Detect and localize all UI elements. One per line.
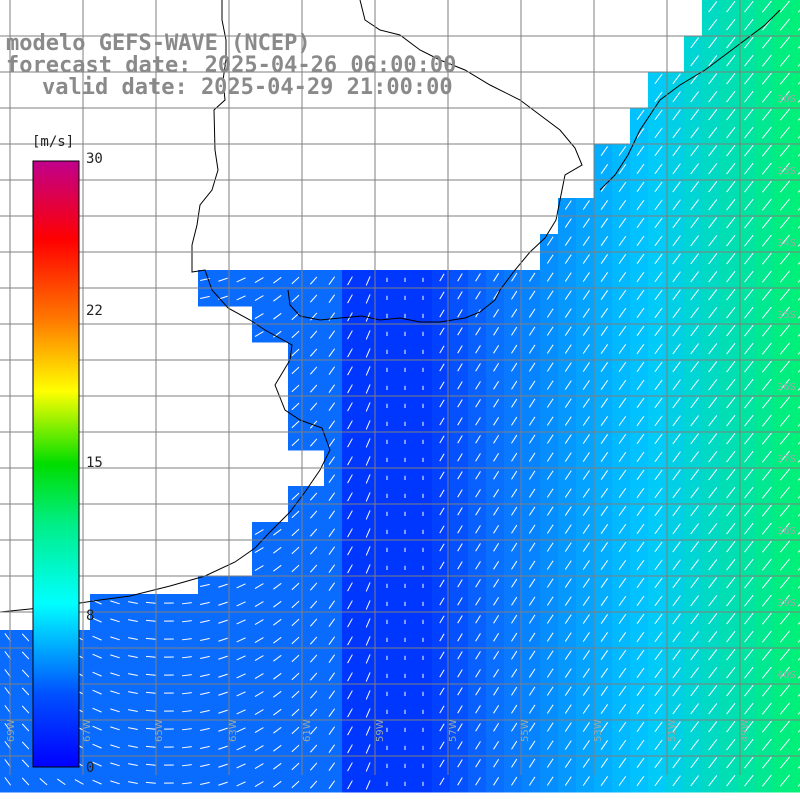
coastline-east — [599, 9, 781, 191]
colorbar-tick-15: 15 — [86, 455, 103, 471]
lat-label: 30S — [776, 94, 796, 105]
lon-label: 57W — [448, 719, 459, 742]
lat-label: 38S — [776, 526, 796, 537]
lat-label: 35S — [776, 310, 796, 321]
lon-label: 59W — [375, 719, 386, 742]
model-title: modelo GEFS-WAVE (NCEP) — [6, 31, 311, 56]
colorbar-gradient — [32, 160, 80, 768]
lat-label: 33S — [776, 166, 796, 177]
lon-label: 63W — [228, 719, 239, 742]
lat-label: 40S — [776, 670, 796, 681]
colorbar-tick-22: 22 — [86, 303, 103, 319]
lon-label: 65W — [154, 719, 165, 742]
lon-label: 67W — [82, 719, 93, 742]
lon-label: 55W — [520, 719, 531, 742]
colorbar — [32, 160, 80, 768]
colorbar-tick-0: 0 — [86, 760, 95, 776]
forecast-date: forecast date: 2025-04-26 06:00:00 — [6, 53, 457, 78]
wind-arrow-field — [4, 0, 800, 790]
lat-label: 36S — [776, 382, 796, 393]
lat-label: 37S — [776, 454, 796, 465]
colorbar-tick-30: 30 — [86, 151, 103, 167]
lon-label: 53W — [593, 719, 604, 742]
lon-label: 49W — [740, 719, 751, 742]
lon-label: 51W — [667, 719, 678, 742]
lat-label: 34S — [776, 238, 796, 249]
colorbar-tick-8: 8 — [86, 608, 95, 624]
lat-label: 39S — [776, 598, 796, 609]
lon-label: 61W — [302, 719, 313, 742]
lon-label: 69W — [6, 719, 17, 742]
graticule — [0, 0, 800, 775]
colorbar-unit: [m/s] — [32, 134, 75, 150]
valid-date: valid date: 2025-04-29 21:00:00 — [42, 75, 453, 100]
